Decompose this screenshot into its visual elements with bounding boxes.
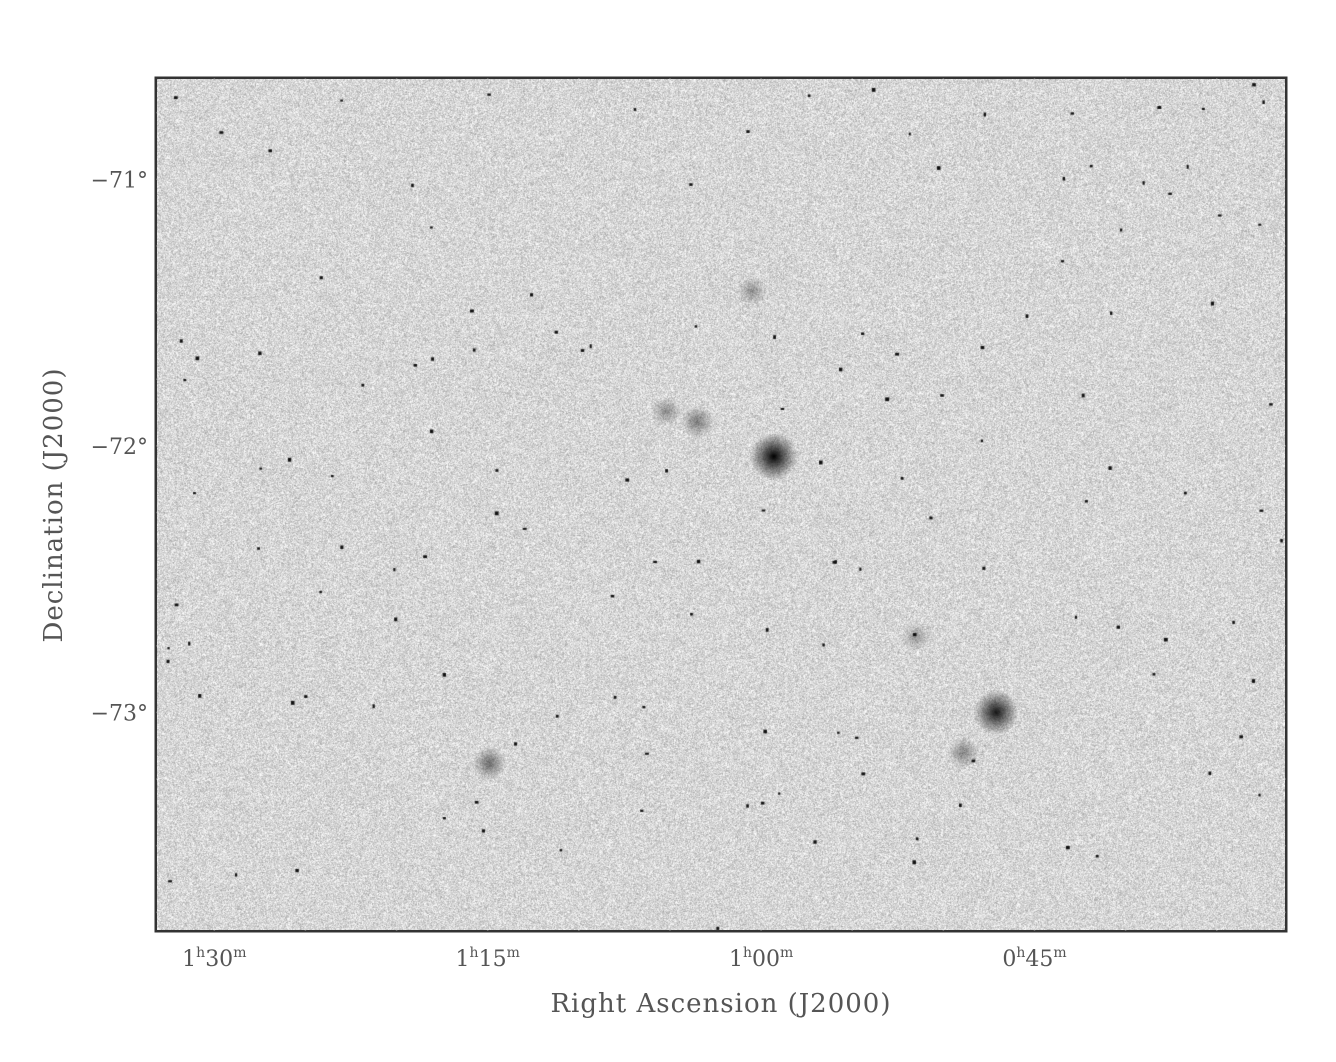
x-tick-label: 1h00m bbox=[729, 945, 793, 972]
x-tick-label: 1h30m bbox=[182, 945, 246, 972]
y-tick-label: −71° bbox=[91, 168, 148, 193]
y-tick-label: −73° bbox=[91, 701, 148, 726]
radio-continuum-image bbox=[157, 79, 1285, 930]
x-tick-label: 0h45m bbox=[1002, 945, 1066, 972]
x-tick-label: 1h15m bbox=[456, 945, 520, 972]
plot-frame bbox=[154, 76, 1288, 933]
x-axis-title: Right Ascension (J2000) bbox=[550, 989, 891, 1019]
y-axis-title: Declination (J2000) bbox=[39, 368, 69, 643]
y-tick-label: −72° bbox=[91, 435, 148, 460]
